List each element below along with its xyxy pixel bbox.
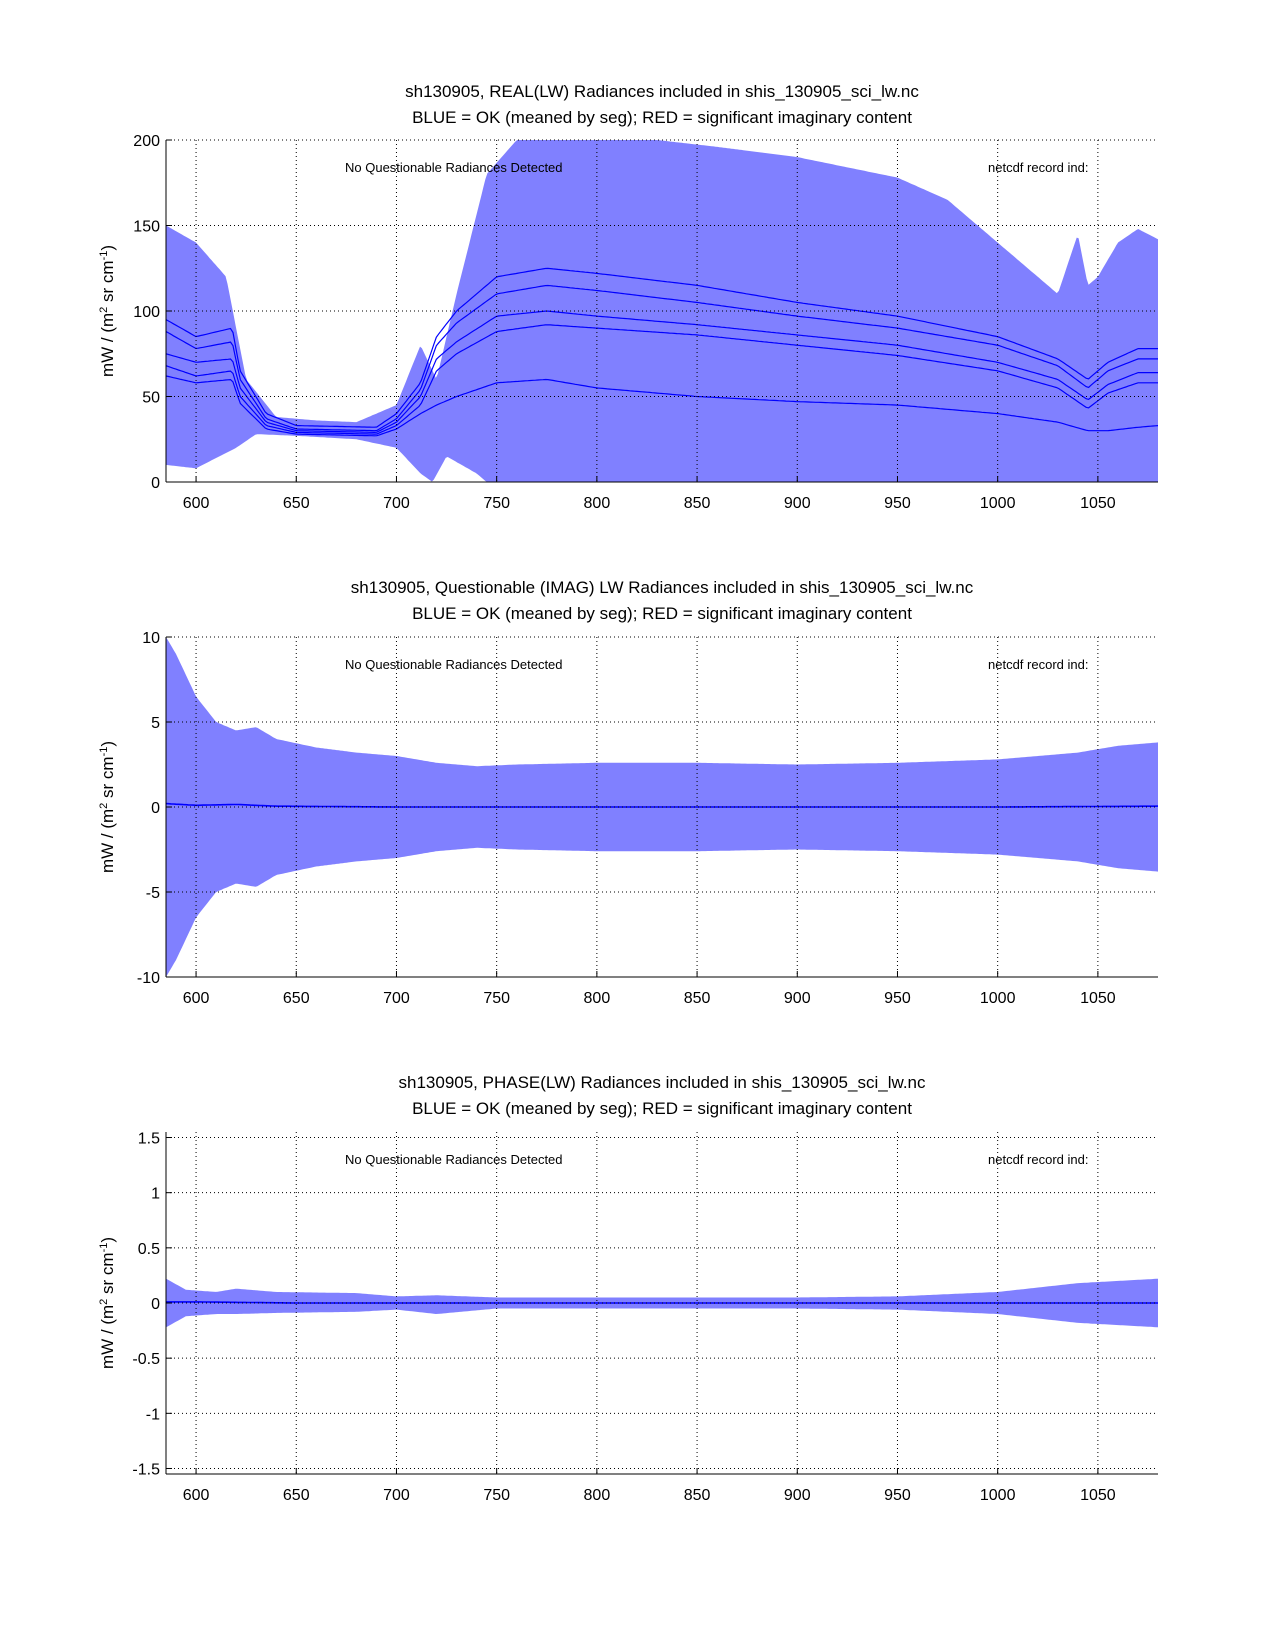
- annotation-right: netcdf record ind:: [988, 657, 1088, 672]
- y-axis-label: mW / (m2 sr cm-1): [98, 741, 117, 873]
- chart-panel-2: sh130905, Questionable (IMAG) LW Radianc…: [98, 578, 1158, 1007]
- x-tick-label: 650: [283, 495, 310, 512]
- x-tick-label: 1000: [980, 1487, 1016, 1504]
- series-line-2: [166, 284, 1158, 432]
- annotation-left: No Questionable Radiances Detected: [345, 1152, 563, 1167]
- annotation-left: No Questionable Radiances Detected: [345, 160, 563, 175]
- annotation-right: netcdf record ind:: [988, 1152, 1088, 1167]
- x-tick-label: 950: [884, 1487, 911, 1504]
- x-tick-label: 800: [584, 495, 611, 512]
- x-tick-label: 700: [383, 1487, 410, 1504]
- x-tick-label: 900: [784, 495, 811, 512]
- x-tick-label: 600: [183, 1487, 210, 1504]
- chart-panel-3: sh130905, PHASE(LW) Radiances included i…: [98, 1073, 1158, 1504]
- x-tick-label: 850: [684, 1487, 711, 1504]
- series-line-5: [166, 375, 1158, 437]
- y-tick-label: -1.5: [132, 1461, 160, 1478]
- x-tick-label: 600: [183, 495, 210, 512]
- x-tick-label: 700: [383, 495, 410, 512]
- x-tick-label: 1050: [1080, 990, 1116, 1007]
- y-tick-label: -10: [137, 970, 160, 987]
- x-tick-label: 750: [483, 990, 510, 1007]
- x-tick-label: 950: [884, 495, 911, 512]
- y-axis-label-part: 2: [98, 307, 110, 313]
- y-tick-label: 0.5: [138, 1241, 160, 1258]
- y-axis-label-part: mW / (m: [98, 809, 117, 873]
- y-axis-label-part: sr cm: [98, 1252, 117, 1298]
- y-axis-label-part: -1: [98, 1243, 110, 1253]
- y-axis-label-part: ): [98, 1237, 117, 1243]
- y-tick-label: 0: [151, 1296, 160, 1313]
- x-tick-label: 850: [684, 495, 711, 512]
- x-tick-label: 1000: [980, 990, 1016, 1007]
- x-tick-label: 1050: [1080, 1487, 1116, 1504]
- y-axis-label-part: 2: [98, 1299, 110, 1305]
- x-tick-label: 600: [183, 990, 210, 1007]
- chart-subtitle: BLUE = OK (meaned by seg); RED = signifi…: [412, 1099, 912, 1118]
- x-tick-label: 800: [584, 1487, 611, 1504]
- chart-subtitle: BLUE = OK (meaned by seg); RED = signifi…: [412, 604, 912, 623]
- y-axis-label-part: ): [98, 245, 117, 251]
- y-axis-label-part: sr cm: [98, 260, 117, 306]
- y-tick-label: 50: [142, 390, 160, 407]
- y-tick-label: 1.5: [138, 1131, 160, 1148]
- chart-title: sh130905, Questionable (IMAG) LW Radianc…: [351, 578, 974, 597]
- series-line-3: [166, 310, 1158, 434]
- y-tick-label: 0: [151, 800, 160, 817]
- y-tick-label: 1: [151, 1186, 160, 1203]
- y-axis-label: mW / (m2 sr cm-1): [98, 1237, 117, 1369]
- chart-subtitle: BLUE = OK (meaned by seg); RED = signifi…: [412, 108, 912, 127]
- y-tick-label: 100: [133, 304, 160, 321]
- y-axis-label-part: -1: [98, 251, 110, 261]
- x-tick-label: 750: [483, 495, 510, 512]
- series-line-1: [166, 267, 1158, 428]
- x-tick-label: 900: [784, 1487, 811, 1504]
- x-tick-label: 1000: [980, 495, 1016, 512]
- x-tick-label: 850: [684, 990, 711, 1007]
- y-axis-label-part: 2: [98, 803, 110, 809]
- x-tick-label: 700: [383, 990, 410, 1007]
- x-tick-label: 650: [283, 990, 310, 1007]
- y-axis-label: mW / (m2 sr cm-1): [98, 245, 117, 377]
- annotation-left: No Questionable Radiances Detected: [345, 657, 563, 672]
- y-tick-label: -5: [146, 885, 160, 902]
- y-axis-label-part: sr cm: [98, 756, 117, 802]
- y-axis-label-part: -1: [98, 747, 110, 757]
- x-tick-label: 900: [784, 990, 811, 1007]
- chart-title: sh130905, PHASE(LW) Radiances included i…: [399, 1073, 926, 1092]
- y-tick-label: 5: [151, 715, 160, 732]
- y-tick-label: 0: [151, 475, 160, 492]
- annotation-right: netcdf record ind:: [988, 160, 1088, 175]
- y-tick-label: -0.5: [132, 1351, 160, 1368]
- grid: [166, 1132, 1158, 1474]
- x-tick-label: 1050: [1080, 495, 1116, 512]
- y-tick-label: 150: [133, 219, 160, 236]
- series-line-4: [166, 324, 1158, 435]
- y-tick-label: -1: [146, 1406, 160, 1423]
- x-tick-label: 650: [283, 1487, 310, 1504]
- y-axis-label-part: mW / (m: [98, 313, 117, 377]
- x-tick-label: 750: [483, 1487, 510, 1504]
- x-tick-label: 800: [584, 990, 611, 1007]
- y-axis-label-part: ): [98, 741, 117, 747]
- y-tick-label: 10: [142, 630, 160, 647]
- chart-panel-1: sh130905, REAL(LW) Radiances included in…: [98, 82, 1158, 512]
- x-tick-label: 950: [884, 990, 911, 1007]
- y-tick-label: 200: [133, 133, 160, 150]
- chart-title: sh130905, REAL(LW) Radiances included in…: [405, 82, 919, 101]
- y-axis-label-part: mW / (m: [98, 1305, 117, 1369]
